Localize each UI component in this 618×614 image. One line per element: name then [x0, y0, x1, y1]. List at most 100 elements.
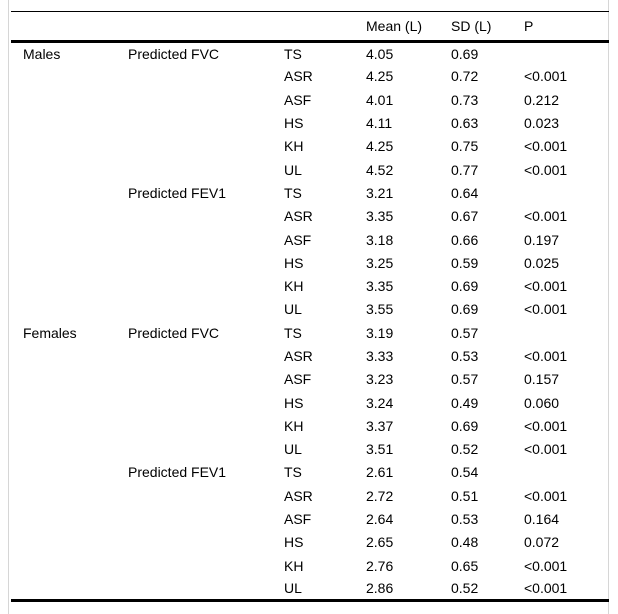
cell-sd: 0.69	[451, 417, 479, 434]
cell-p: 0.157	[524, 371, 560, 388]
table-row: Males Predicted FVC TS 4.05 0.69	[11, 42, 609, 65]
cell-p: <0.001	[524, 138, 568, 155]
cell-mean: 3.35	[366, 278, 394, 295]
cell-sex	[11, 391, 128, 414]
table-row: UL 2.86 0.52 <0.001	[11, 577, 609, 600]
cell-sd: 0.66	[451, 231, 479, 248]
cell-p: 0.060	[524, 394, 560, 411]
cell-p: 0.023	[524, 115, 560, 132]
header-equation	[284, 12, 366, 42]
cell-equation: UL	[284, 301, 302, 318]
cell-sd: 0.73	[451, 91, 479, 108]
cell-measure	[128, 274, 284, 297]
cell-equation: KH	[284, 278, 304, 295]
cell-measure	[128, 205, 284, 228]
table-row: ASF 3.23 0.57 0.157	[11, 368, 609, 391]
cell-mean: 2.65	[366, 534, 394, 551]
cell-mean: 3.23	[366, 371, 394, 388]
cell-sd: 0.75	[451, 138, 479, 155]
cell-sd: 0.63	[451, 115, 479, 132]
cell-p: <0.001	[524, 301, 568, 318]
cell-sd: 0.77	[451, 161, 479, 178]
cell-equation: HS	[284, 394, 304, 411]
cell-measure	[128, 88, 284, 111]
cell-equation: ASR	[284, 208, 313, 225]
cell-sex	[11, 507, 128, 530]
cell-sex	[11, 88, 128, 111]
table-header-row: Mean (L) SD (L) P	[11, 12, 609, 42]
table-row: ASR 3.35 0.67 <0.001	[11, 205, 609, 228]
cell-mean: 2.86	[366, 580, 394, 597]
table-row: Predicted FEV1 TS 3.21 0.64	[11, 181, 609, 204]
cell-measure	[128, 414, 284, 437]
table-row: Predicted FEV1 TS 2.61 0.54	[11, 461, 609, 484]
table-row: ASR 2.72 0.51 <0.001	[11, 484, 609, 507]
cell-measure	[128, 531, 284, 554]
cell-mean: 3.24	[366, 394, 394, 411]
cell-sex	[11, 554, 128, 577]
cell-sex	[11, 228, 128, 251]
cell-sex	[11, 65, 128, 88]
table-row: ASR 3.33 0.53 <0.001	[11, 344, 609, 367]
cell-sex	[11, 158, 128, 181]
cell-sex	[11, 484, 128, 507]
cell-measure	[128, 111, 284, 134]
cell-p: <0.001	[524, 68, 568, 85]
cell-p: 0.025	[524, 254, 560, 271]
cell-p	[524, 461, 609, 484]
table-row: UL 3.51 0.52 <0.001	[11, 438, 609, 461]
cell-p: <0.001	[524, 348, 568, 364]
cell-measure: Predicted FVC	[128, 45, 220, 62]
header-mean: Mean (L)	[366, 18, 423, 34]
cell-sex	[11, 368, 128, 391]
table-body: Males Predicted FVC TS 4.05 0.69 ASR 4.25 0.72 <…	[11, 42, 609, 601]
table-row: HS 3.25 0.59 0.025	[11, 251, 609, 274]
cell-sex	[11, 274, 128, 297]
cell-sd: 0.52	[451, 580, 479, 597]
cell-p: <0.001	[524, 417, 568, 434]
cell-equation: KH	[284, 557, 304, 574]
cell-sd: 0.51	[451, 487, 479, 504]
cell-equation: KH	[284, 417, 304, 434]
cell-measure	[128, 554, 284, 577]
table-row: UL 4.52 0.77 <0.001	[11, 158, 609, 181]
cell-sd: 0.48	[451, 534, 479, 551]
cell-p: <0.001	[524, 161, 568, 178]
figure-frame: Mean (L) SD (L) P Males Predicted FVC TS 4.…	[8, 0, 609, 614]
table-row: UL 3.55 0.69 <0.001	[11, 298, 609, 321]
cell-mean: 4.25	[366, 138, 394, 155]
cell-mean: 4.52	[366, 161, 394, 178]
cell-p: 0.164	[524, 511, 560, 528]
cell-mean: 4.01	[366, 91, 394, 108]
cell-equation: ASF	[284, 511, 312, 528]
cell-p: <0.001	[524, 557, 568, 574]
cell-sd: 0.69	[451, 45, 479, 62]
cell-mean: 4.25	[366, 68, 394, 85]
cell-sex	[11, 344, 128, 367]
cell-p: <0.001	[524, 441, 568, 458]
cell-mean: 3.35	[366, 208, 394, 225]
table-row: ASF 4.01 0.73 0.212	[11, 88, 609, 111]
table-row: ASF 2.64 0.53 0.164	[11, 507, 609, 530]
cell-sd: 0.52	[451, 441, 479, 458]
results-table: Mean (L) SD (L) P Males Predicted FVC TS 4.…	[11, 11, 609, 603]
cell-mean: 2.72	[366, 487, 394, 504]
cell-sex	[11, 111, 128, 134]
cell-measure	[128, 251, 284, 274]
cell-sex	[11, 438, 128, 461]
cell-equation: HS	[284, 115, 304, 132]
cell-equation: ASR	[284, 68, 313, 85]
cell-measure	[128, 158, 284, 181]
table-row: HS 4.11 0.63 0.023	[11, 111, 609, 134]
cell-measure	[128, 438, 284, 461]
cell-p: <0.001	[524, 278, 568, 295]
cell-measure	[128, 298, 284, 321]
cell-sd: 0.69	[451, 278, 479, 295]
cell-equation: HS	[284, 534, 304, 551]
cell-p: <0.001	[524, 208, 568, 225]
table-row: HS 2.65 0.48 0.072	[11, 531, 609, 554]
cell-sex	[11, 414, 128, 437]
cell-sd: 0.53	[451, 511, 479, 528]
cell-equation: ASF	[284, 231, 312, 248]
table-row: ASR 4.25 0.72 <0.001	[11, 65, 609, 88]
